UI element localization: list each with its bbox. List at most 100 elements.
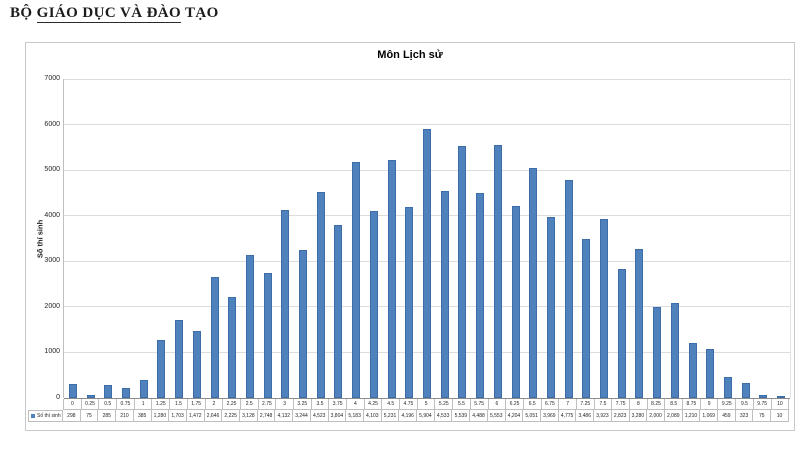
data-table-row: Số thí sinh 298 75 285 210 385 1,280 1,703 1,47… xyxy=(28,410,789,422)
chart: Môn Lịch sử Số thí sinh 0 1000 2000 3000 400… xyxy=(25,42,795,431)
y-axis-tick-label: 4000 xyxy=(44,211,60,219)
bar xyxy=(157,339,166,398)
page-title-underlined: GIÁO DỤC VÀ ĐÀO xyxy=(36,5,182,23)
x-tick-label: 1 xyxy=(135,399,153,409)
bar xyxy=(564,180,573,398)
value-cell: 2,000 xyxy=(647,410,665,421)
value-cell: 5,553 xyxy=(488,410,506,421)
value-cell: 285 xyxy=(98,410,117,421)
legend-color-swatch xyxy=(31,414,35,418)
x-tick-label: 5.5 xyxy=(453,399,471,409)
x-tick-label: 4.25 xyxy=(365,399,383,409)
value-cell: 5,183 xyxy=(346,410,364,421)
value-cell: 3,244 xyxy=(293,410,311,421)
bar xyxy=(670,302,679,398)
bar xyxy=(299,250,308,398)
value-cell: 4,533 xyxy=(435,410,453,421)
x-tick-label: 3.25 xyxy=(294,399,312,409)
page-title: BỘ GIÁO DỤC VÀ ĐÀO TẠO xyxy=(10,5,219,23)
page-title-prefix: BỘ xyxy=(10,5,37,21)
x-tick-label: 5.75 xyxy=(471,399,489,409)
value-cell: 3,280 xyxy=(630,410,648,421)
bar xyxy=(210,277,219,398)
value-cell: 3,969 xyxy=(541,410,559,421)
y-axis-tick-label: 6000 xyxy=(44,120,60,128)
value-cell: 459 xyxy=(718,410,736,421)
gridline xyxy=(64,397,790,399)
value-cell: 2,823 xyxy=(612,410,630,421)
bar xyxy=(706,349,715,398)
value-cell: 210 xyxy=(116,410,134,421)
value-cell: 5,051 xyxy=(523,410,541,421)
x-tick-label: 9 xyxy=(701,399,719,409)
value-cell: 3,923 xyxy=(594,410,612,421)
x-tick-label: 6.5 xyxy=(524,399,542,409)
bar xyxy=(511,206,520,398)
bar xyxy=(139,380,148,398)
gridline xyxy=(64,78,790,80)
bar xyxy=(192,330,201,398)
bar xyxy=(493,144,502,398)
bar xyxy=(263,272,272,398)
bar xyxy=(369,211,378,398)
x-tick-label: 0 xyxy=(64,399,82,409)
x-tick-label: 3.5 xyxy=(312,399,330,409)
value-cell: 4,103 xyxy=(364,410,382,421)
bar xyxy=(175,320,184,398)
bar xyxy=(405,206,414,398)
bar xyxy=(653,306,662,398)
value-cell: 1,280 xyxy=(152,410,170,421)
value-cell: 298 xyxy=(63,410,81,421)
x-tick-label: 9.25 xyxy=(718,399,737,409)
x-axis-row: 0 0.25 0.5 0.75 1 1.25 1.5 1.75 2 2.25 2.5 2.75 3 3.2… xyxy=(63,399,790,410)
x-tick-label: 1.75 xyxy=(188,399,206,409)
x-tick-label: 10 xyxy=(772,399,790,409)
gridline xyxy=(64,124,790,126)
y-axis-tick-label: 1000 xyxy=(44,348,60,356)
value-cell: 75 xyxy=(753,410,772,421)
x-tick-label: 0.75 xyxy=(117,399,135,409)
value-cell: 3,128 xyxy=(240,410,258,421)
bar xyxy=(86,394,95,398)
value-cell: 1,703 xyxy=(169,410,187,421)
y-axis-title: Số thí sinh xyxy=(35,219,45,259)
chart-title: Môn Lịch sử xyxy=(377,49,443,61)
x-tick-label: 1.5 xyxy=(170,399,188,409)
x-tick-label: 8.5 xyxy=(665,399,684,409)
bar xyxy=(121,388,130,398)
x-tick-label: 6.75 xyxy=(542,399,560,409)
value-cell: 75 xyxy=(81,410,99,421)
y-axis-tick-label: 2000 xyxy=(44,302,60,310)
bar xyxy=(458,145,467,398)
x-tick-label: 7 xyxy=(559,399,577,409)
x-tick-label: 5.25 xyxy=(435,399,454,409)
bar xyxy=(68,384,77,398)
x-tick-label: 9.75 xyxy=(754,399,772,409)
x-tick-label: 0.25 xyxy=(82,399,100,409)
y-axis-tick-label: 3000 xyxy=(44,257,60,265)
x-tick-label: 2.5 xyxy=(241,399,259,409)
bar xyxy=(546,217,555,398)
x-tick-label: 2 xyxy=(206,399,224,409)
value-cell: 2,089 xyxy=(665,410,683,421)
x-tick-label: 2.25 xyxy=(223,399,241,409)
x-tick-label: 7.5 xyxy=(595,399,613,409)
bar xyxy=(635,248,644,398)
x-tick-label: 9.5 xyxy=(736,399,754,409)
value-cell: 5,904 xyxy=(417,410,435,421)
bar xyxy=(387,159,396,398)
value-cell: 5,539 xyxy=(452,410,471,421)
bar xyxy=(228,296,237,398)
page-title-suffix: TẠO xyxy=(181,5,219,21)
x-tick-label: 0.5 xyxy=(99,399,118,409)
x-tick-label: 8 xyxy=(630,399,648,409)
bar xyxy=(724,377,733,398)
x-tick-label: 4.75 xyxy=(400,399,418,409)
x-tick-label: 1.25 xyxy=(152,399,171,409)
value-cell: 3,804 xyxy=(329,410,347,421)
bar xyxy=(316,191,325,398)
value-cell: 4,523 xyxy=(311,410,329,421)
value-cell: 10 xyxy=(771,410,789,421)
bar xyxy=(777,396,786,398)
x-tick-label: 5 xyxy=(418,399,436,409)
